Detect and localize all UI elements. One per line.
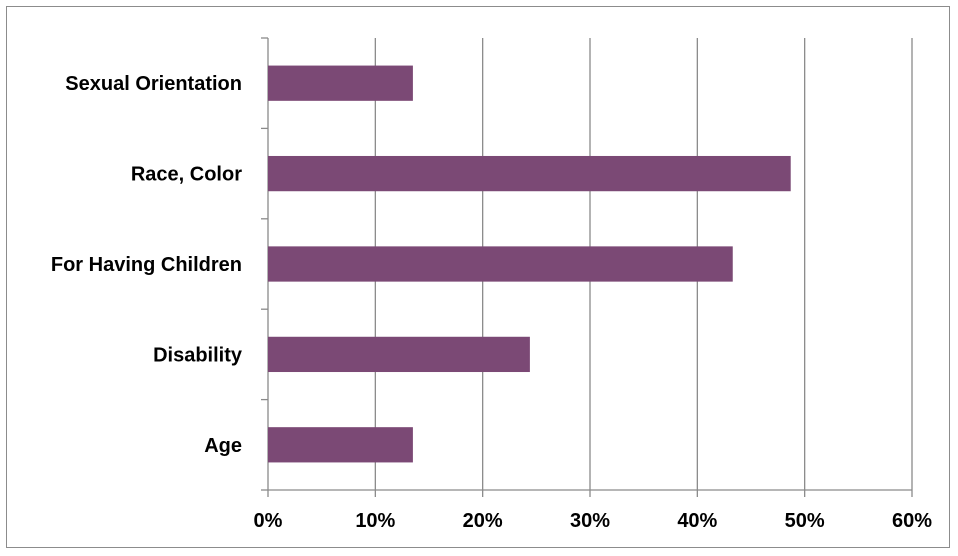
- x-tick-label: 50%: [785, 510, 825, 532]
- x-tick-label: 20%: [463, 510, 503, 532]
- category-label: Race, Color: [131, 164, 242, 186]
- x-tick-label: 0%: [254, 510, 283, 532]
- category-label: Disability: [153, 344, 243, 366]
- x-tick-label: 40%: [677, 510, 717, 532]
- x-tick-label: 30%: [570, 510, 610, 532]
- bar: [268, 246, 733, 282]
- bar: [268, 155, 791, 192]
- category-label: For Having Children: [51, 254, 242, 276]
- bar: [268, 336, 530, 373]
- bar: [268, 65, 413, 101]
- x-tick-label: 60%: [892, 510, 932, 532]
- bar: [268, 427, 413, 463]
- x-tick-label: 10%: [355, 510, 395, 532]
- category-label: Sexual Orientation: [65, 73, 242, 95]
- category-label: Age: [204, 435, 242, 457]
